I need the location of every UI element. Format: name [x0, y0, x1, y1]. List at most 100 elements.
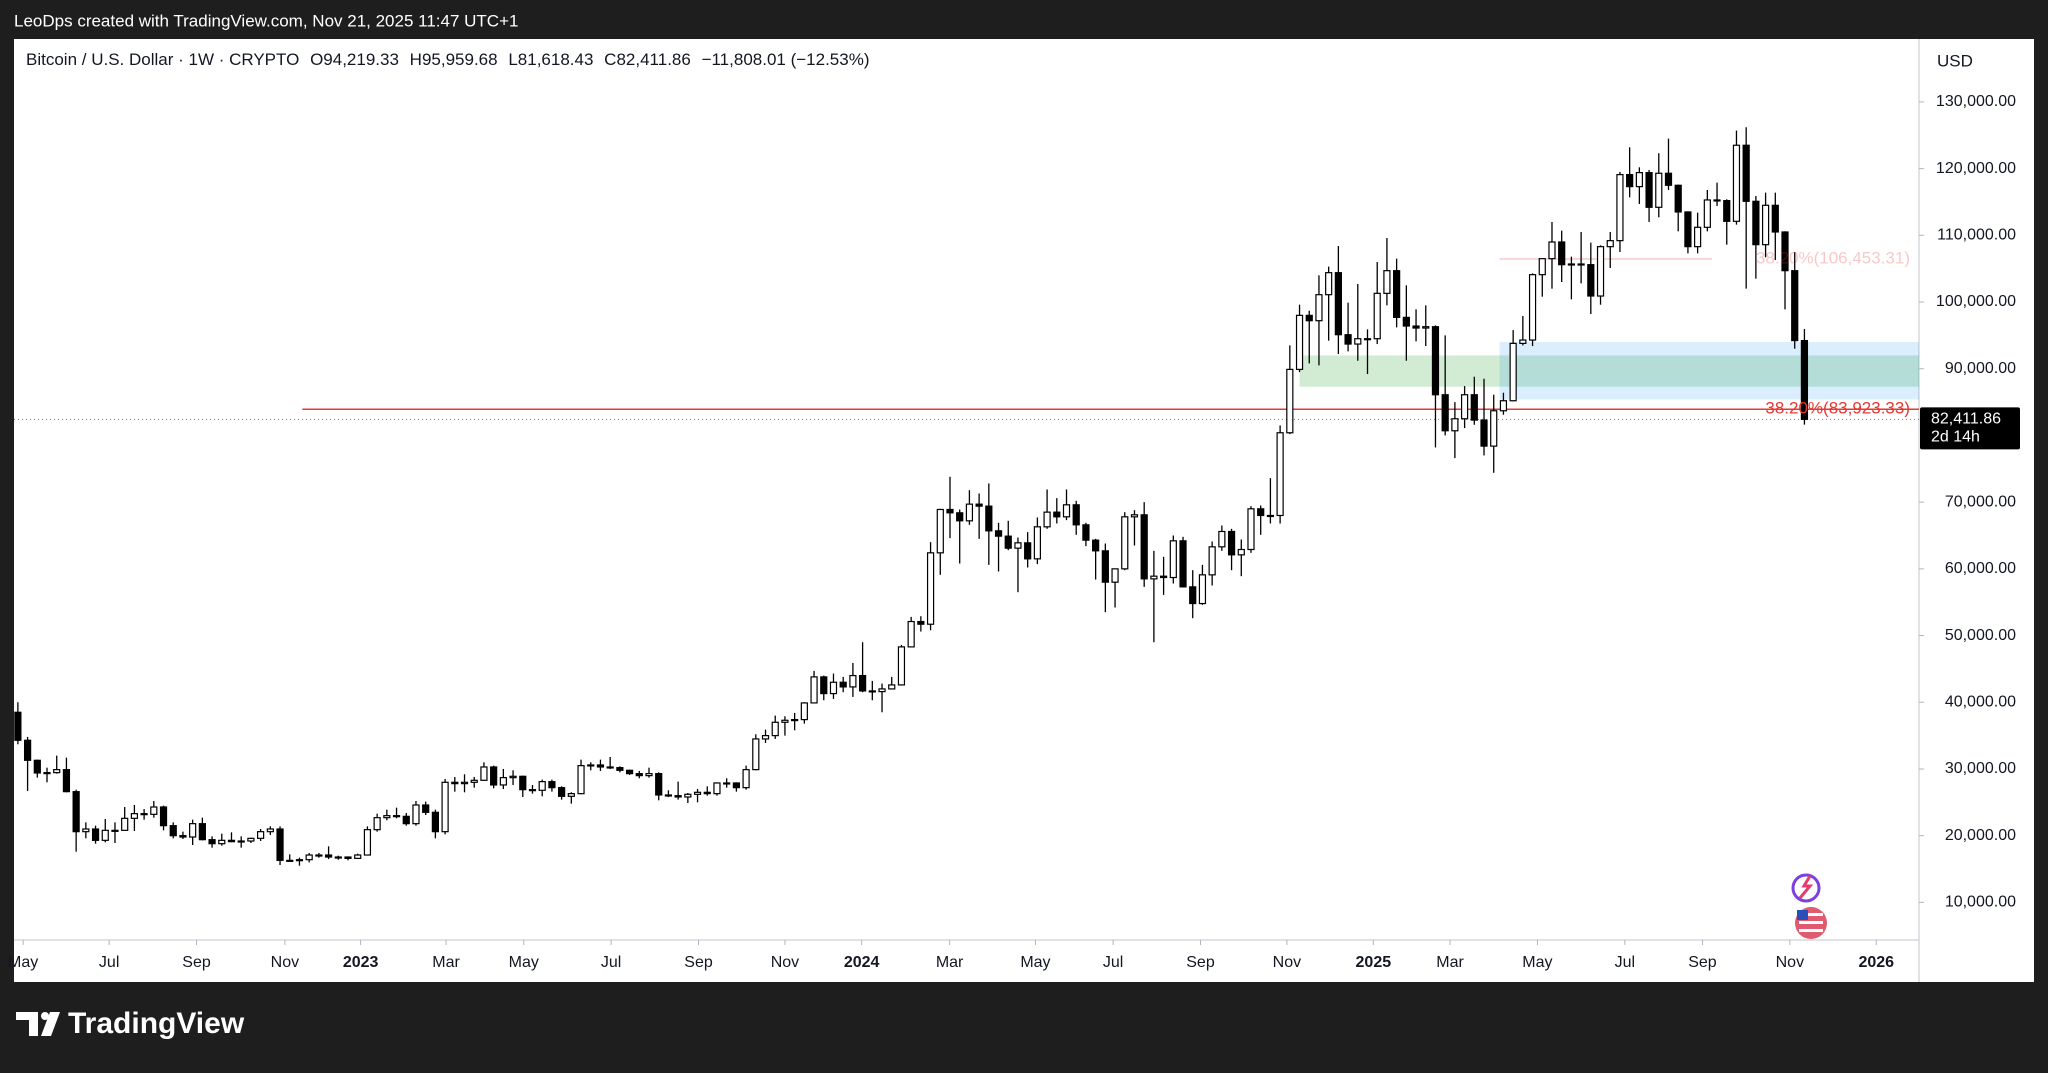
candle-body	[1354, 338, 1362, 345]
candle-body	[509, 775, 517, 779]
candle-body	[1383, 270, 1391, 294]
candle-body	[150, 806, 158, 815]
fib-label: 38.20%(106,453.31)	[1756, 248, 1910, 267]
candle-body	[1694, 226, 1702, 248]
candle-body	[684, 793, 692, 798]
candle-body	[1781, 231, 1789, 272]
x-tick-label: 2023	[343, 954, 379, 971]
candle-body	[917, 620, 925, 625]
x-tick-label: Sep	[182, 954, 211, 971]
candle-body	[14, 711, 22, 741]
candle-body	[1664, 172, 1673, 186]
candle-body	[23, 739, 32, 761]
x-tick-label: Sep	[684, 954, 713, 971]
candle-body	[392, 815, 401, 818]
y-tick-label: 120,000.00	[1936, 160, 2016, 177]
candle-body	[53, 769, 61, 774]
candle-body	[1431, 326, 1440, 396]
candle-body	[1519, 339, 1527, 344]
candle-body	[558, 787, 566, 797]
candle-body	[490, 766, 498, 786]
y-tick-label: 130,000.00	[1936, 93, 2016, 110]
currency-label: USD	[1937, 51, 1973, 70]
candle-body	[247, 837, 255, 842]
candle-body	[130, 813, 139, 819]
y-tick-label: 70,000.00	[1945, 493, 2016, 510]
candle-body	[91, 828, 100, 841]
candle-body	[111, 829, 119, 832]
candle-body	[1208, 546, 1216, 576]
x-tick-label: Nov	[271, 954, 299, 971]
candle-body	[1024, 542, 1032, 560]
candle-body	[723, 782, 731, 785]
candle-body	[926, 552, 935, 625]
candle-body	[868, 690, 876, 693]
legend-key: L	[508, 50, 517, 69]
x-tick-label: Mar	[432, 954, 460, 971]
candle-body	[800, 702, 808, 721]
y-tick-label: 100,000.00	[1936, 293, 2016, 310]
chart-legend: Bitcoin / U.S. Dollar · 1W · CRYPTO O94,…	[26, 50, 870, 69]
candle-body	[1655, 172, 1663, 208]
candle-body	[1169, 540, 1177, 579]
x-tick-label: May	[1522, 954, 1552, 971]
candle-body	[1043, 511, 1051, 528]
icon-stripe	[1799, 921, 1823, 924]
y-tick-label: 90,000.00	[1945, 360, 2016, 377]
candle-body	[189, 823, 197, 838]
candle-body	[820, 676, 828, 695]
candle-body	[1422, 326, 1430, 329]
candle-body	[1635, 172, 1643, 188]
candle-body	[1577, 263, 1585, 266]
candle-body	[383, 815, 391, 819]
candle-body	[1053, 511, 1061, 518]
icon-bolt	[1798, 875, 1814, 899]
y-tick-label: 50,000.00	[1945, 627, 2016, 644]
candle-body	[1305, 314, 1313, 322]
candle-body	[159, 806, 168, 827]
candle-body	[1363, 338, 1372, 341]
candle-body	[315, 854, 323, 857]
candle-body	[1742, 144, 1750, 202]
last-price-countdown: 2d 14h	[1931, 429, 1980, 446]
candle-body	[1412, 325, 1420, 329]
candle-body	[1402, 316, 1410, 327]
candle-body	[1509, 342, 1517, 402]
candle-body	[480, 766, 488, 781]
candle-body	[1470, 394, 1478, 421]
x-tick-label: Nov	[1776, 954, 1804, 971]
candle-body	[1111, 568, 1119, 583]
x-tick-label: Sep	[1688, 954, 1717, 971]
candle-body	[1626, 174, 1634, 188]
candle-body	[1150, 575, 1158, 580]
candle-body	[1441, 394, 1449, 432]
candle-body	[1393, 270, 1401, 318]
candle-body	[596, 764, 605, 768]
candle-body	[1062, 504, 1071, 518]
legend-value: 95,959.68	[422, 50, 498, 69]
x-tick-label: Mar	[936, 954, 964, 971]
candle-body	[1645, 172, 1653, 208]
candle-body	[218, 839, 226, 845]
candle-body	[257, 831, 265, 839]
candle-body	[1460, 394, 1469, 420]
candle-body	[742, 769, 750, 789]
icon-ring	[1791, 873, 1821, 903]
candle-body	[567, 793, 575, 797]
candle-body	[1247, 508, 1255, 551]
candle-body	[1490, 410, 1498, 447]
candle-body	[460, 781, 469, 785]
candle-body	[888, 684, 896, 690]
candle-body	[1130, 514, 1139, 518]
candle-body	[227, 839, 236, 843]
zone	[1499, 342, 1919, 400]
candle-body	[373, 817, 381, 831]
candle-body	[771, 721, 779, 737]
candle-body	[528, 789, 537, 792]
logo-mark	[41, 1012, 60, 1036]
x-tick-label: Nov	[1273, 954, 1301, 971]
candle-body	[43, 772, 51, 775]
x-tick-label: 2026	[1858, 954, 1894, 971]
candle-body	[169, 825, 177, 837]
